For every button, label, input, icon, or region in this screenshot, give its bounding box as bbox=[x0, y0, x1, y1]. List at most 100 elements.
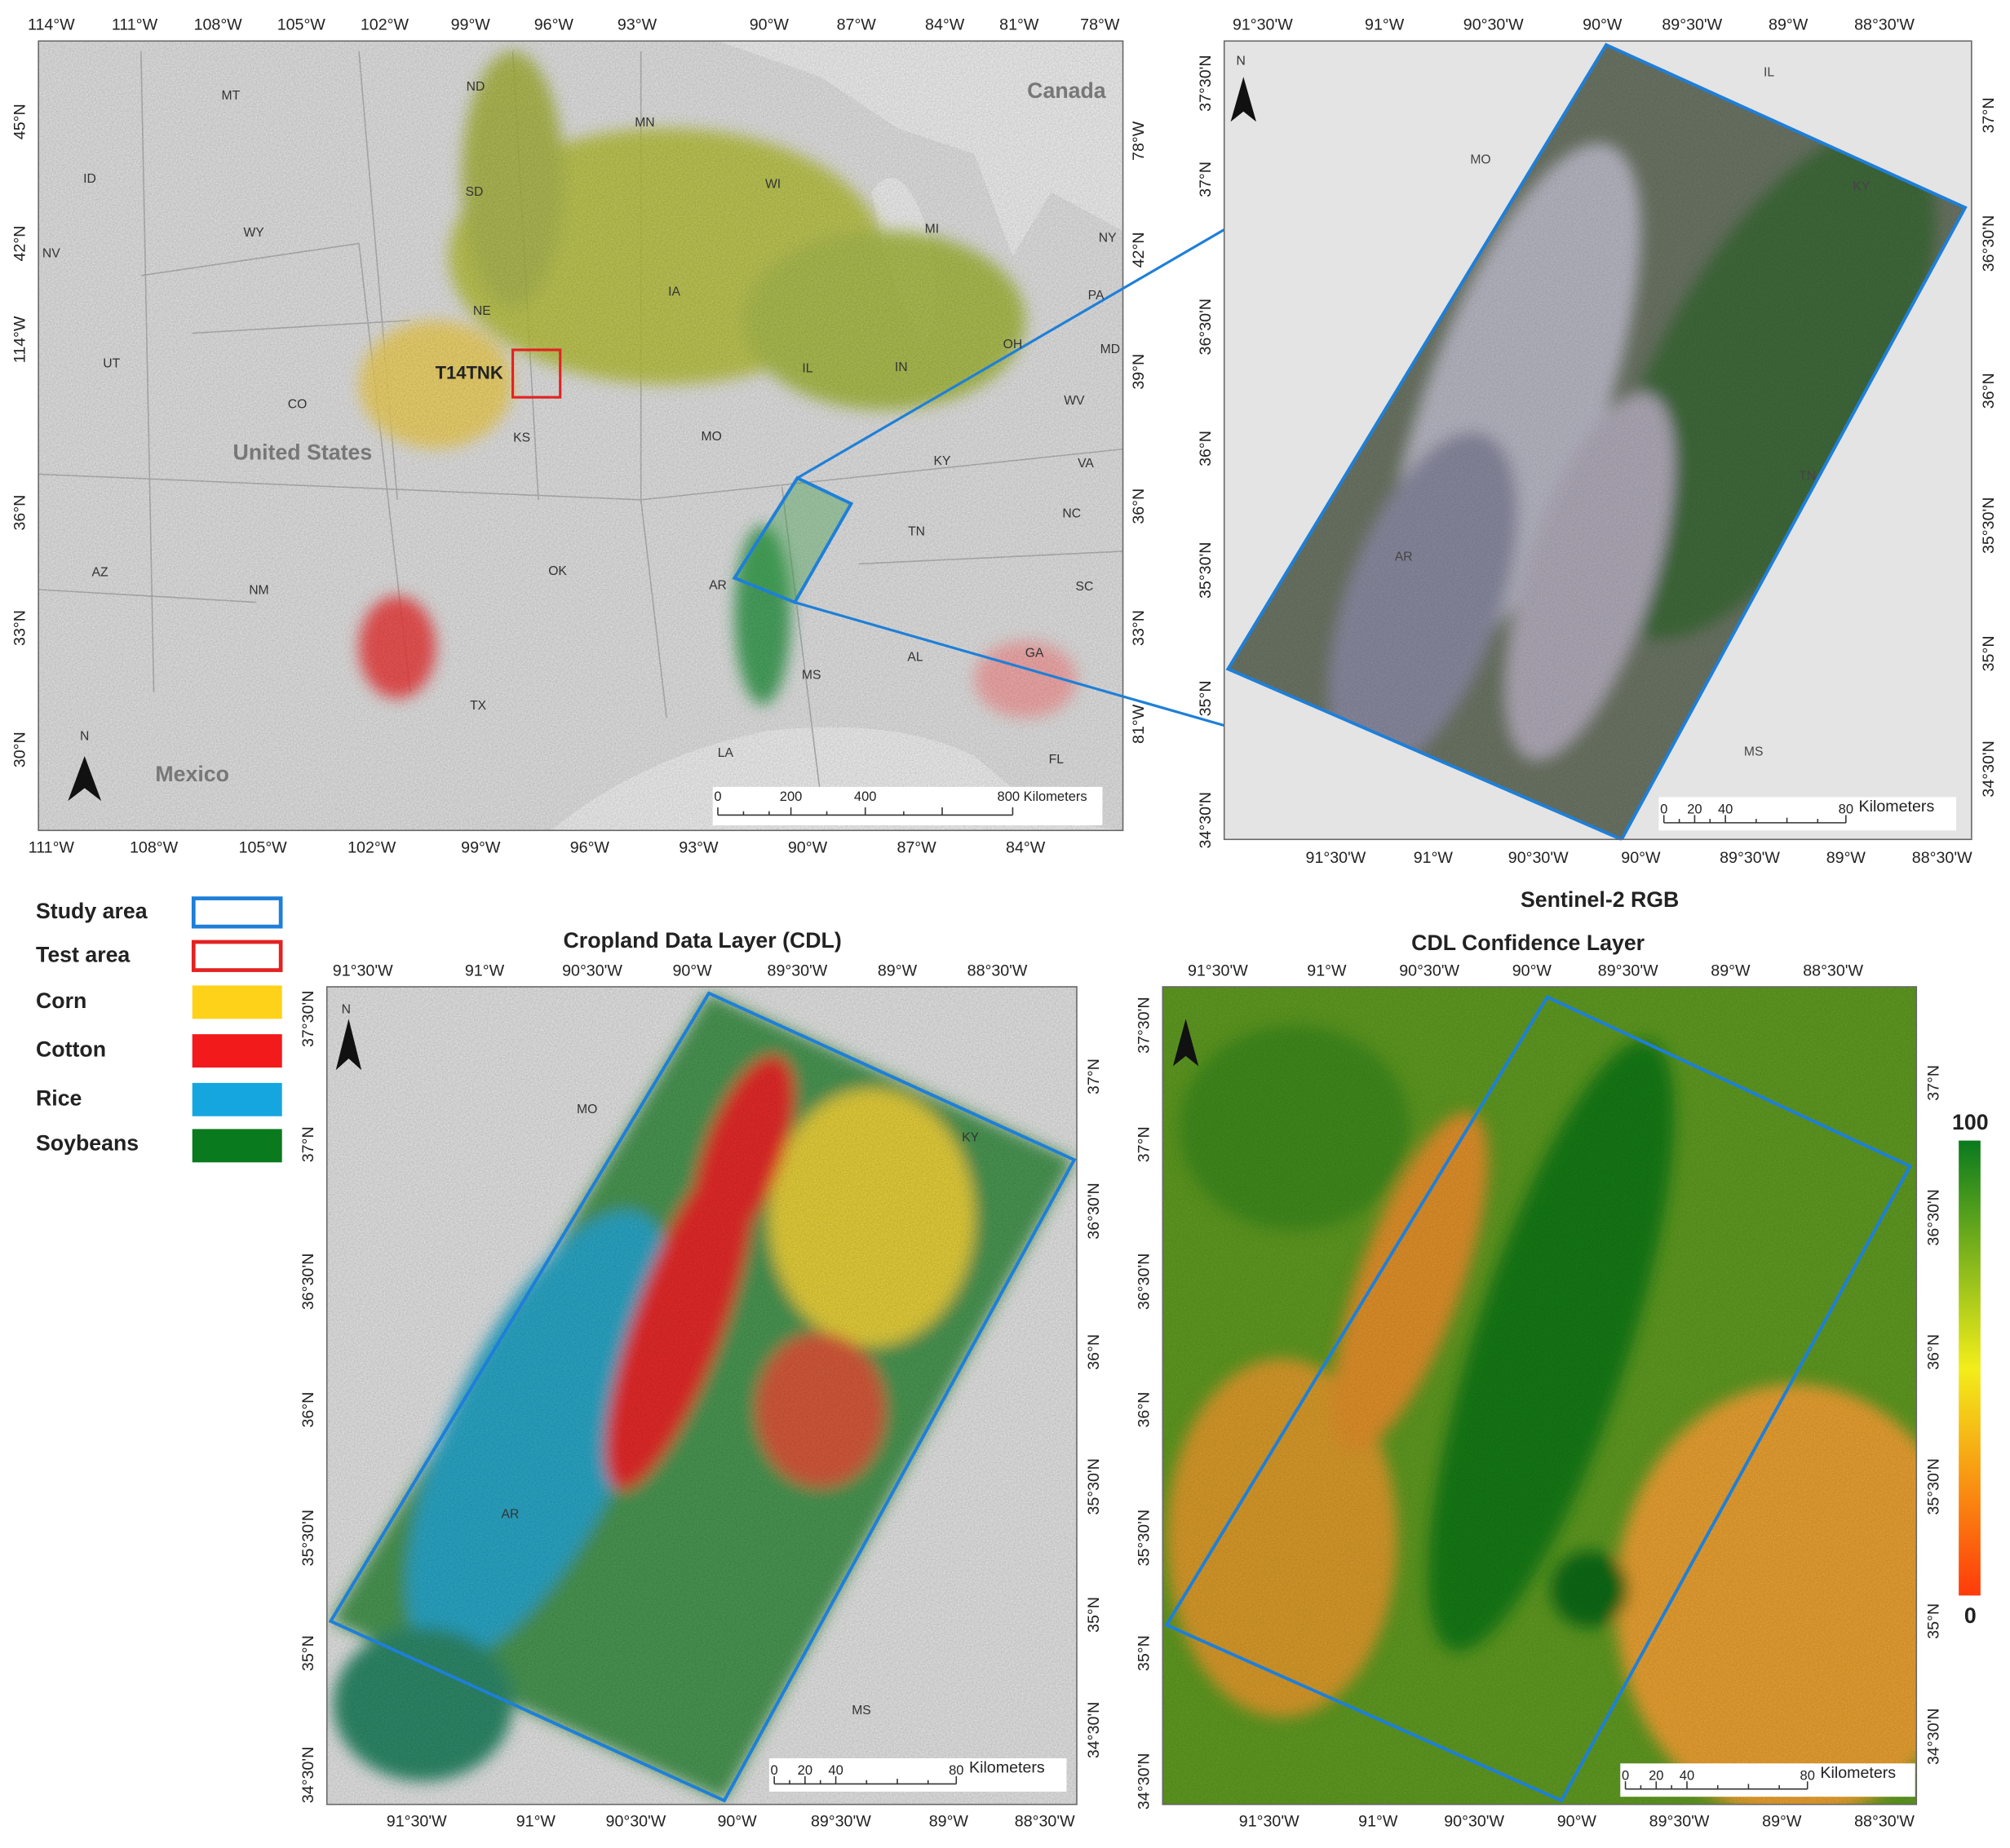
colorbar-label: 0 bbox=[1964, 1603, 1977, 1628]
colorbar-label: 100 bbox=[1952, 1110, 1989, 1134]
scale-label: 0 bbox=[771, 1763, 778, 1778]
top-tick-label: 90°30'W bbox=[1463, 16, 1524, 34]
scale-label: 0 bbox=[1622, 1768, 1629, 1783]
right-tick-label: 36°30'N bbox=[1924, 1189, 1942, 1245]
top-tick-label: 78°W bbox=[1080, 16, 1120, 34]
state-label: MO bbox=[1470, 153, 1490, 167]
legend-swatches bbox=[191, 896, 283, 1163]
state-label: WY bbox=[243, 226, 264, 240]
left-tick-label: 35°N bbox=[1135, 1635, 1153, 1671]
scale-label: 0 bbox=[1660, 802, 1667, 817]
bottom-tick-label: 111°W bbox=[29, 838, 75, 856]
top-tick-label: 90°W bbox=[1512, 962, 1552, 979]
scale-label: 80 bbox=[1800, 1768, 1815, 1783]
state-label: KY bbox=[1853, 180, 1870, 194]
top-tick-label: 99°W bbox=[451, 16, 491, 34]
state-label: MN bbox=[635, 116, 654, 130]
top-tick-label: 91°30'W bbox=[1233, 16, 1293, 34]
state-label: NC bbox=[1062, 506, 1081, 520]
state-label: IL bbox=[802, 362, 812, 376]
state-label: MS bbox=[802, 668, 821, 682]
state-label: IN bbox=[895, 360, 908, 374]
bottom-tick-label: 90°W bbox=[1621, 849, 1661, 867]
bottom-tick-label: 89°W bbox=[1826, 849, 1866, 867]
top-tick-label: 90°W bbox=[750, 16, 790, 34]
state-label: UT bbox=[103, 356, 120, 370]
bottom-tick-label: 108°W bbox=[130, 838, 179, 856]
bottom-tick-label: 91°W bbox=[516, 1813, 556, 1831]
scale-unit: Kilometers bbox=[1859, 798, 1935, 816]
left-tick-label: 35°N bbox=[1197, 680, 1215, 716]
bottom-tick-label: 93°W bbox=[679, 838, 719, 856]
region-label: United States bbox=[233, 440, 373, 464]
state-label: OK bbox=[548, 564, 567, 578]
state-label: IA bbox=[668, 285, 680, 298]
panel-title: Sentinel-2 RGB bbox=[1521, 887, 1679, 912]
state-label: PA bbox=[1088, 289, 1105, 303]
bottom-tick-label: 91°30'W bbox=[1239, 1813, 1299, 1831]
right-tick-label: 36°N bbox=[1980, 373, 1998, 409]
state-label: AR bbox=[502, 1508, 520, 1522]
bottom-tick-label: 96°W bbox=[570, 838, 610, 856]
state-label: KY bbox=[934, 454, 951, 468]
state-label: MS bbox=[852, 1704, 871, 1718]
cdl-map bbox=[326, 987, 1077, 1805]
left-tick-label: 36°N bbox=[11, 495, 29, 531]
state-label: NV bbox=[42, 246, 60, 260]
right-tick-label: 35°30'N bbox=[1924, 1458, 1942, 1514]
bottom-tick-label: 102°W bbox=[348, 838, 396, 856]
main-frame bbox=[38, 40, 1124, 832]
right-tick-label: 35°30'N bbox=[1980, 497, 1998, 554]
state-label: FL bbox=[1049, 753, 1065, 767]
top-tick-label: 91°30'W bbox=[1188, 962, 1248, 979]
left-tick-label: 34°30'N bbox=[1135, 1753, 1153, 1810]
left-tick-label: 34°30'N bbox=[1197, 792, 1215, 848]
left-tick-label: 37°30'N bbox=[299, 991, 317, 1047]
top-tick-label: 90°30'W bbox=[1399, 962, 1459, 979]
left-tick-label: 37°N bbox=[1197, 161, 1215, 197]
top-tick-label: 88°30'W bbox=[1803, 962, 1863, 979]
scale-label: 20 bbox=[1649, 1768, 1663, 1783]
bottom-tick-label: 90°W bbox=[1557, 1813, 1597, 1831]
left-tick-label: 114°W bbox=[11, 316, 29, 363]
right-tick-label: 78°W bbox=[1130, 121, 1148, 161]
legend-label: Corn bbox=[36, 988, 86, 1013]
top-tick-label: 89°W bbox=[1769, 16, 1809, 34]
sentinel-map bbox=[1224, 41, 1972, 840]
top-tick-label: 90°30'W bbox=[562, 962, 622, 979]
scale-label: 800 Kilometers bbox=[998, 789, 1087, 804]
right-tick-label: 42°N bbox=[1130, 232, 1148, 267]
state-label: MD bbox=[1100, 343, 1120, 356]
bottom-tick-label: 90°30'W bbox=[1444, 1813, 1504, 1831]
legend-label: Cotton bbox=[36, 1037, 106, 1062]
scale-label: 40 bbox=[1718, 802, 1733, 817]
top-tick-label: 89°30'W bbox=[1662, 16, 1722, 34]
right-tick-label: 35°30'N bbox=[1085, 1458, 1103, 1514]
region-label: Canada bbox=[1027, 78, 1107, 103]
north-label: N bbox=[342, 1002, 351, 1016]
state-label: GA bbox=[1025, 647, 1044, 661]
state-label: MT bbox=[222, 89, 241, 103]
state-label: TN bbox=[908, 524, 925, 538]
scale-label: 200 bbox=[780, 789, 803, 804]
top-tick-label: 114°W bbox=[28, 16, 75, 34]
right-tick-label: 39°N bbox=[1130, 354, 1148, 390]
right-tick-label: 35°N bbox=[1924, 1603, 1942, 1639]
bottom-tick-label: 91°W bbox=[1358, 1813, 1398, 1831]
top-tick-label: 102°W bbox=[361, 16, 410, 34]
left-tick-label: 36°30'N bbox=[299, 1253, 317, 1310]
bottom-tick-label: 88°30'W bbox=[1854, 1813, 1915, 1831]
state-label: MI bbox=[925, 222, 939, 236]
top-tick-label: 105°W bbox=[277, 16, 326, 34]
left-tick-label: 37°N bbox=[1135, 1126, 1153, 1162]
tile-label: T14TNK bbox=[436, 363, 503, 383]
legend-label: Test area bbox=[36, 942, 131, 966]
right-tick-label: 33°N bbox=[1130, 610, 1148, 646]
top-tick-label: 89°30'W bbox=[1598, 962, 1658, 979]
top-tick-label: 87°W bbox=[837, 16, 877, 34]
left-tick-label: 35°30'N bbox=[1197, 542, 1215, 599]
right-tick-label: 35°N bbox=[1085, 1597, 1103, 1633]
left-tick-label: 35°30'N bbox=[299, 1510, 317, 1566]
bottom-tick-label: 91°30'W bbox=[1306, 849, 1366, 867]
bottom-tick-label: 89°30'W bbox=[1720, 849, 1780, 867]
